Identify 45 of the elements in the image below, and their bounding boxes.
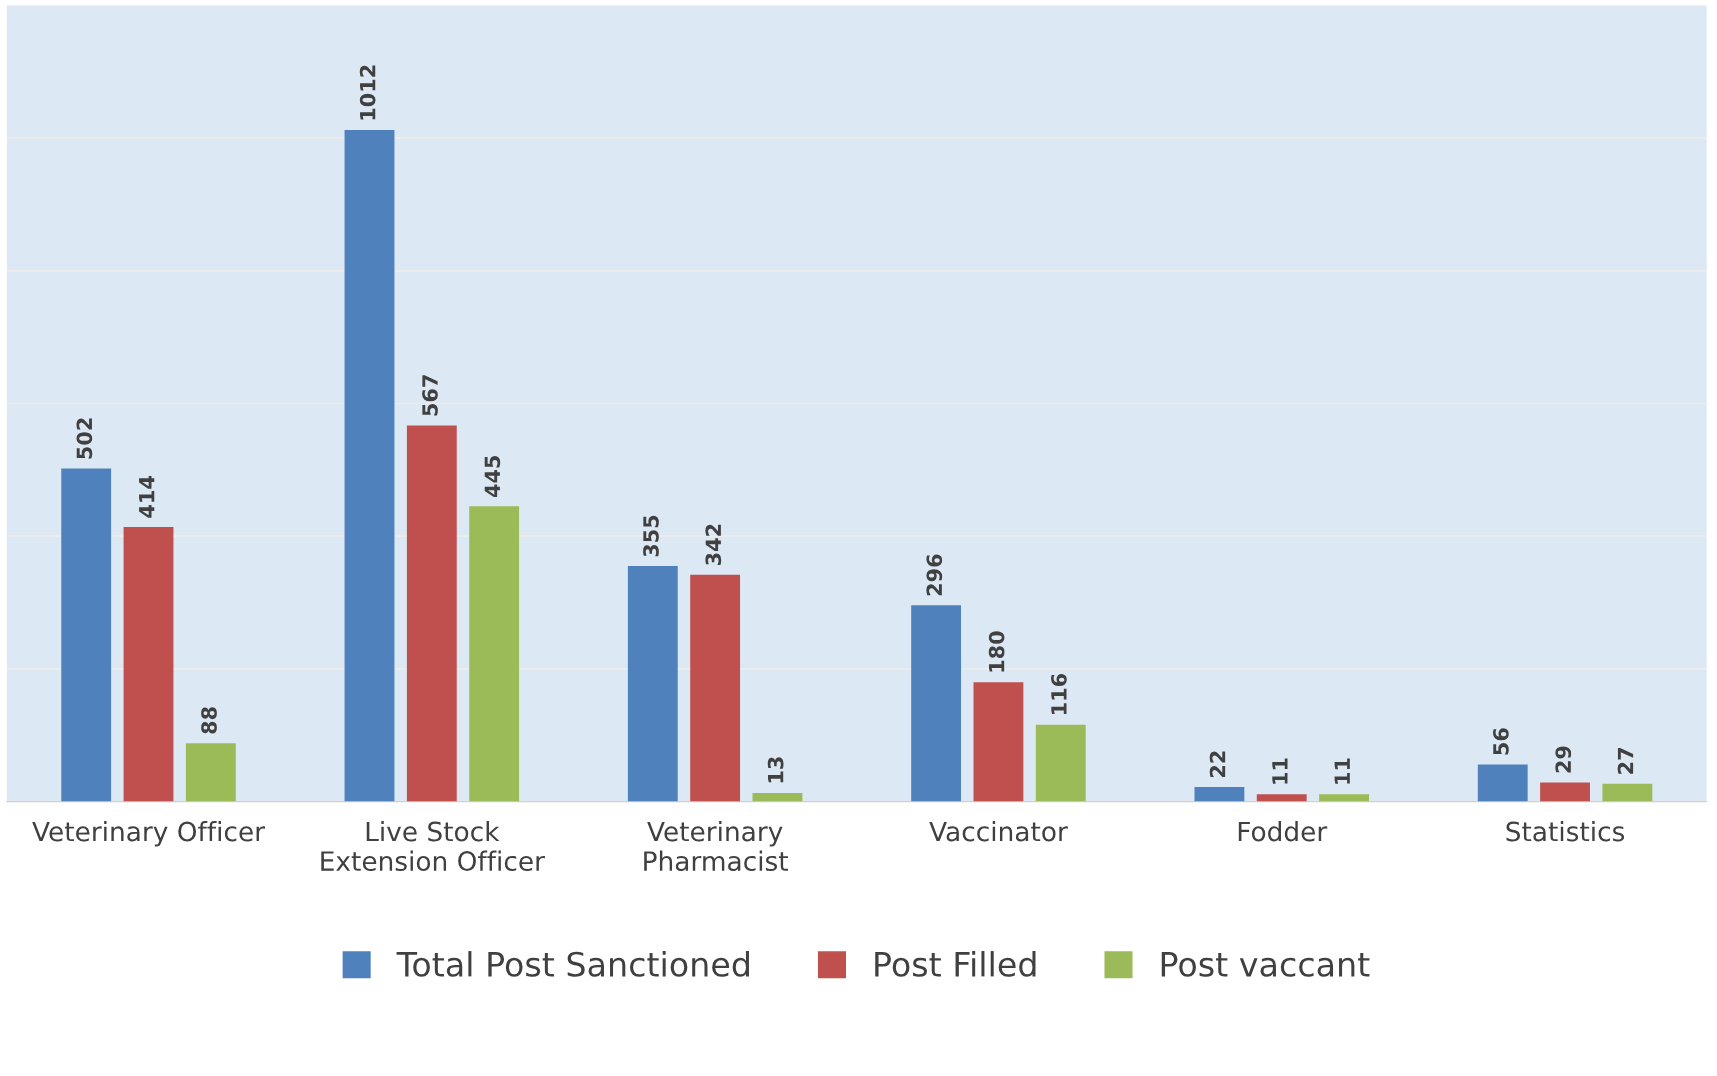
x-tick-label: Veterinary Pharmacist xyxy=(644,821,789,872)
x-tick-label: Statistics xyxy=(1506,821,1625,842)
bar xyxy=(1319,794,1369,802)
bar xyxy=(406,425,457,802)
bar xyxy=(1477,764,1528,802)
data-label: 1012 xyxy=(359,65,376,120)
bar xyxy=(911,605,962,802)
data-label: 180 xyxy=(988,631,1005,672)
bar xyxy=(973,682,1024,802)
data-label: 29 xyxy=(1555,746,1572,773)
data-label: 22 xyxy=(1209,751,1226,778)
bar xyxy=(469,506,520,802)
bar xyxy=(1035,724,1086,802)
bar xyxy=(123,526,174,802)
x-tick-label: Vaccinator xyxy=(929,821,1068,842)
bar xyxy=(1194,787,1245,802)
x-tick-label: Fodder xyxy=(1238,821,1328,842)
data-label: 56 xyxy=(1493,728,1509,755)
legend-label: Total Post Sanctioned xyxy=(396,951,749,977)
data-label: 13 xyxy=(767,757,784,783)
bar xyxy=(1602,783,1653,802)
bar xyxy=(690,574,741,802)
bar xyxy=(61,468,112,802)
bar xyxy=(1540,782,1590,802)
data-label: 445 xyxy=(484,455,501,498)
bar xyxy=(1256,794,1307,802)
data-label: 11 xyxy=(1334,758,1350,784)
data-label: 296 xyxy=(926,554,943,596)
data-label: 11 xyxy=(1272,758,1288,784)
data-label: 502 xyxy=(76,418,93,459)
data-label: 414 xyxy=(139,476,155,518)
legend-label: Post vaccant xyxy=(1161,952,1370,977)
legend-label: Post Filled xyxy=(875,951,1036,977)
bar xyxy=(344,130,395,802)
data-label: 116 xyxy=(1051,673,1067,714)
bar xyxy=(185,743,236,802)
x-tick-label: Veterinary Officer xyxy=(32,821,266,847)
data-label: 567 xyxy=(422,375,438,416)
bar xyxy=(627,566,678,802)
data-label: 342 xyxy=(705,524,722,565)
x-tick-label: Live Stock Extension Officer xyxy=(321,821,545,872)
data-label: 27 xyxy=(1617,748,1634,774)
data-label: 88 xyxy=(201,707,217,734)
data-label: 355 xyxy=(643,515,659,557)
bar xyxy=(752,792,803,802)
